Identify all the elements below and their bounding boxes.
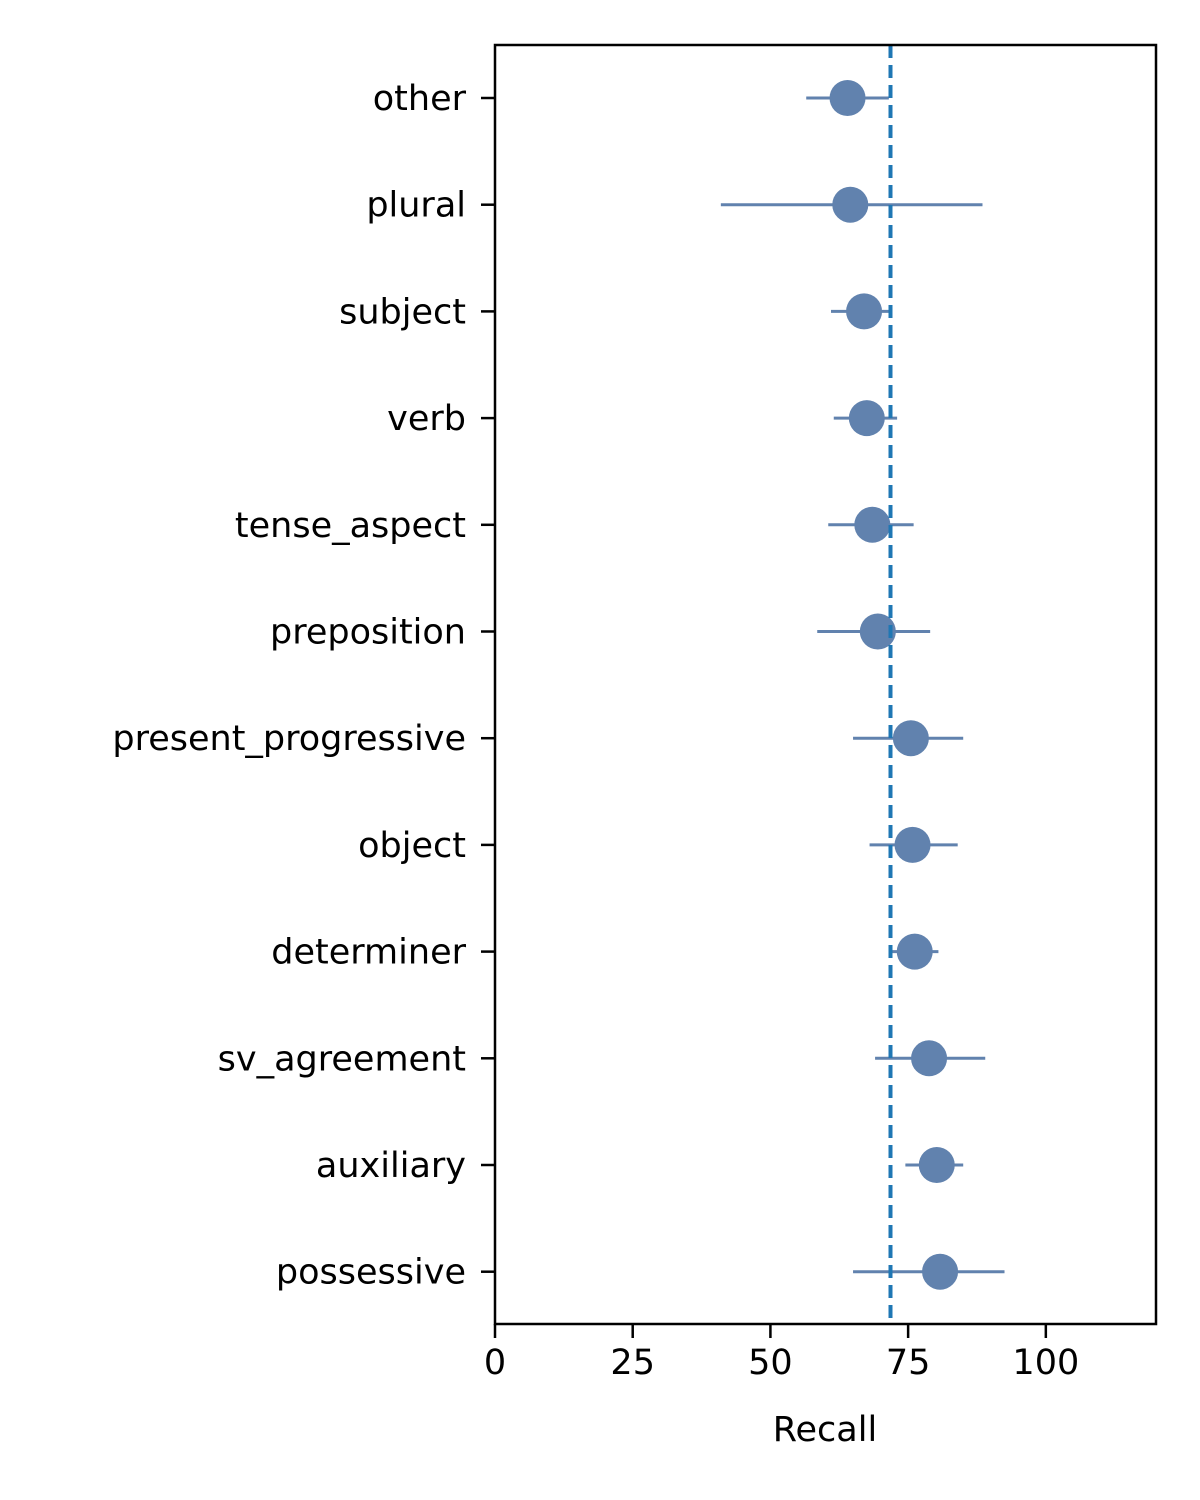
data-point <box>894 826 931 863</box>
plot-frame <box>493 43 1158 1326</box>
axes: other plural subject verb tense_aspectprepos… <box>112 43 1158 1383</box>
data-point <box>846 293 883 330</box>
y-tick-label: tense_aspect <box>235 506 466 546</box>
y-tick-label: present_progressive <box>112 719 466 759</box>
x-tick-label: 0 <box>484 1343 506 1383</box>
y-tick-label: sv_agreement <box>218 1039 466 1079</box>
x-tick-label: 25 <box>610 1343 655 1383</box>
y-tick-label: possessive <box>276 1253 466 1293</box>
x-tick-label: 75 <box>886 1343 931 1383</box>
data-point <box>918 1147 955 1183</box>
x-axis-title: Recall <box>773 1410 877 1450</box>
y-tick-label: preposition <box>270 613 466 653</box>
y-tick-label: auxiliary <box>316 1146 466 1186</box>
data-point <box>922 1253 959 1290</box>
y-tick-label: subject <box>339 292 466 332</box>
data-point <box>848 400 885 437</box>
y-tick-label: plural <box>366 186 466 226</box>
data-point <box>911 1040 948 1077</box>
y-tick-label: verb <box>387 399 466 439</box>
data-point <box>832 186 869 223</box>
data-point <box>829 80 866 116</box>
data-point <box>896 933 933 970</box>
data-point <box>859 613 896 650</box>
x-tick-label: 50 <box>748 1343 793 1383</box>
data-point <box>854 506 891 543</box>
y-tick-label: object <box>358 826 466 866</box>
y-tick-label: other <box>373 79 467 119</box>
plot-area <box>720 45 1005 1324</box>
y-tick-label: determiner <box>271 933 466 973</box>
x-tick-label: 100 <box>1012 1343 1079 1383</box>
data-point <box>892 720 929 757</box>
